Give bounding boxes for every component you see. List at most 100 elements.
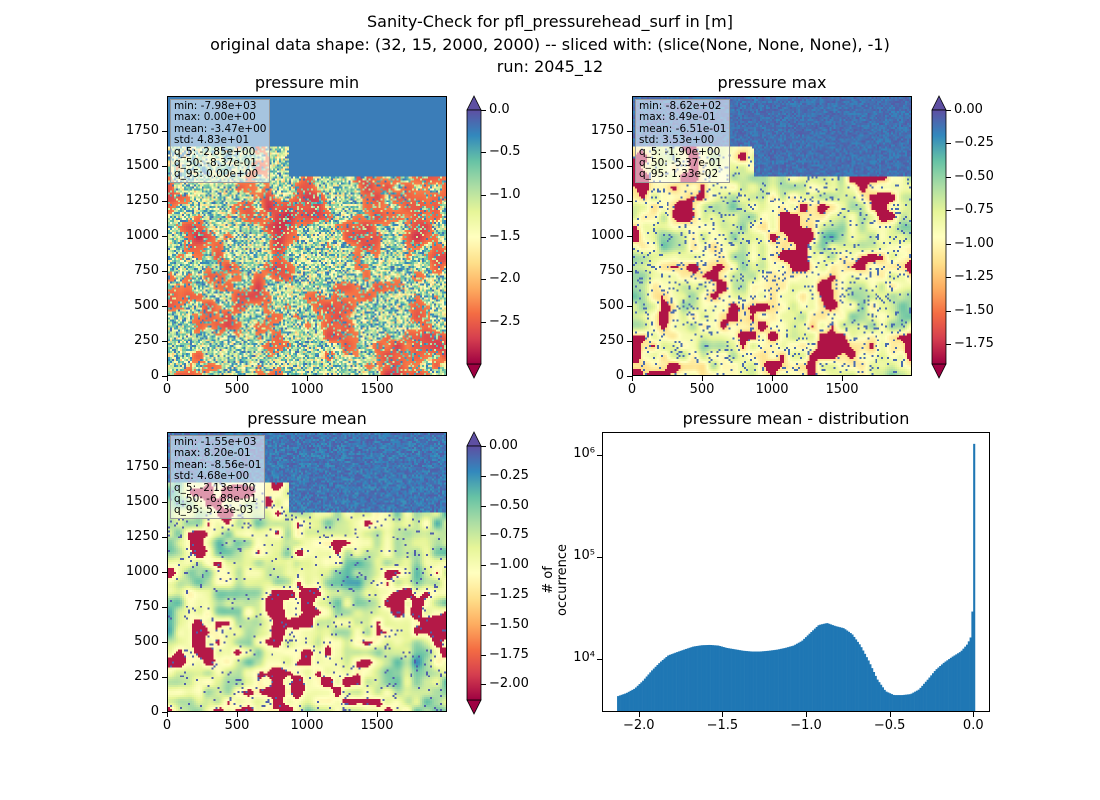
histogram-x-tick-mark bbox=[722, 712, 724, 717]
histogram-bar bbox=[629, 690, 632, 712]
y-tick-mark bbox=[162, 376, 167, 377]
histogram-x-tick-mark bbox=[973, 712, 975, 717]
histogram-bar bbox=[942, 662, 945, 712]
colorbar-tick-mark bbox=[481, 475, 486, 477]
histogram-x-tick-mark bbox=[806, 712, 808, 717]
histogram-bar bbox=[949, 657, 952, 712]
y-tick-mark bbox=[162, 537, 167, 538]
histogram-bar bbox=[923, 683, 926, 712]
colorbar-tick-label: −1.25 bbox=[954, 269, 994, 285]
histogram-bar bbox=[966, 644, 969, 712]
histogram-bar bbox=[720, 646, 723, 712]
histogram-bar bbox=[649, 672, 652, 712]
stats-line: q_5: -2.85e+00 bbox=[174, 145, 256, 158]
colorbar-tick-label: −1.50 bbox=[954, 302, 994, 318]
x-tick-mark bbox=[632, 376, 633, 381]
stats-box-min: min: -7.98e+03 max: 0.00e+00 mean: -3.47e+… bbox=[170, 99, 271, 183]
histogram-bar bbox=[912, 692, 915, 712]
histogram-bar bbox=[844, 629, 847, 712]
histogram-bar bbox=[667, 655, 670, 712]
x-tick-label: 500 bbox=[224, 718, 250, 733]
y-tick-mark bbox=[162, 201, 167, 202]
x-tick-mark bbox=[377, 376, 378, 381]
histogram-bar bbox=[957, 653, 960, 712]
y-tick-label: 0 bbox=[150, 704, 159, 719]
colorbar-tick-mark bbox=[946, 243, 951, 245]
histogram-x-tick-mark bbox=[889, 712, 891, 717]
histogram-bar bbox=[731, 648, 734, 712]
x-tick-label: 1000 bbox=[290, 382, 324, 397]
histogram-bar bbox=[803, 638, 806, 712]
stats-line: mean: -6.51e-01 bbox=[639, 122, 727, 135]
colorbar-tick-label: −0.50 bbox=[489, 497, 529, 513]
histogram-bar bbox=[871, 668, 874, 712]
y-tick-label: 1250 bbox=[590, 193, 624, 208]
histogram-bar bbox=[625, 692, 629, 712]
y-tick-label: 250 bbox=[134, 669, 159, 684]
panel-title-max: pressure max bbox=[717, 73, 827, 92]
histogram-bar bbox=[779, 648, 782, 712]
histogram-bar bbox=[824, 623, 827, 712]
histogram-bar bbox=[674, 652, 677, 712]
stats-line: q_95: 0.00e+00 bbox=[174, 168, 259, 181]
histogram-bar bbox=[794, 644, 797, 712]
histogram-bar bbox=[656, 664, 659, 712]
histogram-bar bbox=[831, 625, 834, 712]
histogram-bar bbox=[838, 627, 842, 712]
y-tick-label: 1750 bbox=[590, 123, 624, 138]
stats-line: mean: -3.47e+00 bbox=[174, 122, 267, 135]
histogram-bar bbox=[903, 694, 906, 712]
stats-line: q_50: -6.88e-01 bbox=[174, 493, 257, 506]
histogram-bar bbox=[783, 648, 786, 712]
histogram-bar bbox=[729, 648, 732, 712]
histogram-bar bbox=[969, 637, 972, 712]
x-tick-mark bbox=[307, 376, 308, 381]
histogram-y-tick-label: 10⁵ bbox=[573, 548, 595, 564]
histogram-bar bbox=[808, 633, 811, 712]
colorbar-tick-label: −1.75 bbox=[954, 335, 994, 351]
histogram-bar bbox=[885, 691, 888, 712]
histogram-bar bbox=[688, 647, 691, 712]
histogram-bar bbox=[753, 651, 756, 712]
y-tick-mark bbox=[627, 306, 632, 307]
histogram-bar bbox=[774, 649, 777, 712]
colorbar-extend-min bbox=[466, 363, 482, 379]
histogram-bar bbox=[901, 695, 904, 712]
histogram-bar bbox=[738, 650, 741, 712]
y-tick-mark bbox=[627, 376, 632, 377]
histogram-bar bbox=[715, 645, 718, 712]
colorbar-gradient bbox=[931, 109, 947, 365]
histogram-bar bbox=[744, 650, 747, 712]
histogram-bar bbox=[622, 694, 625, 712]
colorbar-tick-mark bbox=[481, 535, 486, 537]
colorbar-tick-mark bbox=[481, 505, 486, 507]
histogram-bar bbox=[878, 682, 881, 712]
histogram-bar bbox=[919, 687, 922, 712]
histogram-bar bbox=[745, 651, 748, 712]
histogram-y-tick-mark bbox=[597, 455, 602, 457]
histogram-bar bbox=[872, 672, 876, 712]
histogram-bar bbox=[787, 647, 790, 712]
histogram-bar bbox=[840, 627, 843, 712]
histogram-frame bbox=[602, 432, 990, 712]
stats-line: max: 0.00e+00 bbox=[174, 111, 256, 124]
histogram-bar bbox=[672, 653, 675, 712]
histogram-bar bbox=[679, 650, 682, 712]
stats-line: q_95: 5.23e-03 bbox=[174, 504, 254, 517]
histogram-bar bbox=[733, 649, 736, 712]
y-tick-mark bbox=[627, 236, 632, 237]
histogram-bar bbox=[670, 654, 673, 712]
y-tick-label: 1250 bbox=[125, 193, 159, 208]
colorbar-tick-mark bbox=[481, 446, 486, 447]
x-tick-mark bbox=[167, 376, 168, 381]
y-tick-label: 500 bbox=[134, 298, 159, 313]
y-tick-label: 1250 bbox=[125, 529, 159, 544]
histogram-bar bbox=[647, 674, 650, 712]
stats-line: q_50: -5.37e-01 bbox=[639, 157, 722, 170]
histogram-bar bbox=[754, 651, 757, 712]
colorbar-tick-mark bbox=[481, 321, 486, 323]
histogram-bar bbox=[812, 630, 815, 712]
colorbar-tick-mark bbox=[481, 152, 486, 154]
histogram-bar bbox=[921, 685, 924, 712]
histogram-bar bbox=[797, 642, 800, 712]
